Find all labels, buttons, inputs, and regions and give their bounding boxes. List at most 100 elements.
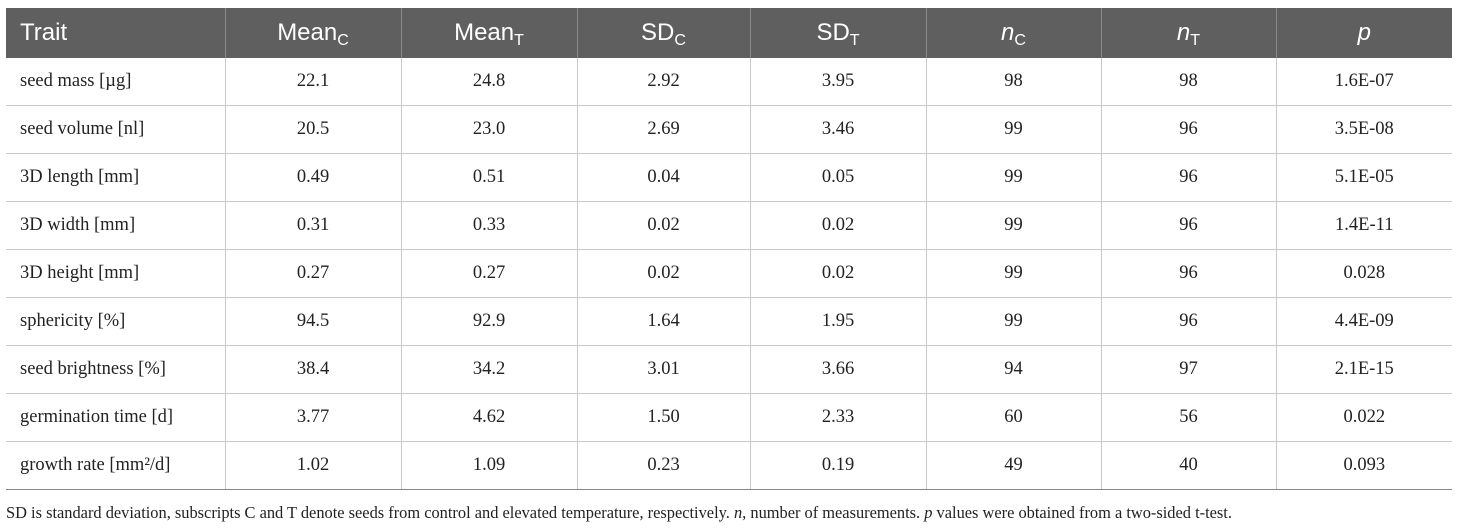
value-cell: 22.1 [225,58,402,106]
column-header: nT [1101,8,1277,58]
table-row: sphericity [%] 94.5 92.9 1.64 1.95 99 96 4.4E-0… [6,297,1452,346]
column-header: MeanT [401,8,578,58]
column-header-subscript: C [674,32,686,49]
trait-name-cell: sphericity [%] [6,297,226,346]
value-cell: 0.31 [225,201,402,250]
value-cell: 3.5E-08 [1276,105,1452,154]
value-cell: 1.95 [750,297,927,346]
value-cell: 56 [1101,393,1277,442]
value-cell: 0.02 [577,201,751,250]
value-cell: 0.022 [1276,393,1452,442]
value-cell: 97 [1101,345,1277,394]
value-cell: 99 [926,249,1102,298]
trait-name-cell: 3D height [mm] [6,249,226,298]
footnote-text-1: SD is standard deviation, subscripts C a… [6,503,734,522]
value-cell: 96 [1101,249,1277,298]
column-header: p [1276,8,1452,58]
value-cell: 96 [1101,201,1277,250]
value-cell: 2.33 [750,393,927,442]
table-footnote: SD is standard deviation, subscripts C a… [6,503,1458,523]
table-row: seed brightness [%] 38.4 34.2 3.01 3.66 94 97 2… [6,345,1452,394]
trait-name-cell: growth rate [mm²/d] [6,441,226,490]
table-row: germination time [d] 3.77 4.62 1.50 2.33 60 56… [6,393,1452,442]
value-cell: 4.4E-09 [1276,297,1452,346]
value-cell: 2.1E-15 [1276,345,1452,394]
column-header: MeanC [225,8,402,58]
footnote-text-2: , number of measurements. [742,503,925,522]
column-header-label: n [1176,19,1191,46]
table-row: seed volume [nl] 20.5 23.0 2.69 3.46 99 96 3.5E… [6,105,1452,154]
column-header: nC [926,8,1102,58]
footnote-p-symbol: p [924,503,933,522]
value-cell: 38.4 [225,345,402,394]
value-cell: 0.51 [401,153,578,202]
value-cell: 99 [926,153,1102,202]
table-row: 3D width [mm] 0.31 0.33 0.02 0.02 99 96 1.4E-11 [6,201,1452,250]
footnote-text-3: values were obtained from a two-sided t-… [932,503,1232,522]
table-row: 3D height [mm] 0.27 0.27 0.02 0.02 99 96 0.028 [6,249,1452,298]
column-header-label: Trait [20,19,68,46]
value-cell: 60 [926,393,1102,442]
value-cell: 34.2 [401,345,578,394]
value-cell: 2.92 [577,58,751,106]
table-row: seed mass [µg] 22.1 24.8 2.92 3.95 98 98 1.6E-0… [6,58,1452,106]
value-cell: 0.093 [1276,441,1452,490]
table-body: seed mass [µg] 22.1 24.8 2.92 3.95 98 98 1.6E-0… [6,58,1452,490]
value-cell: 2.69 [577,105,751,154]
value-cell: 3.95 [750,58,927,106]
value-cell: 1.02 [225,441,402,490]
value-cell: 0.23 [577,441,751,490]
value-cell: 3.66 [750,345,927,394]
data-table-container: Trait MeanC MeanT SDC SDT nC nT p seed mass [µg… [6,8,1452,490]
value-cell: 0.19 [750,441,927,490]
value-cell: 0.33 [401,201,578,250]
value-cell: 40 [1101,441,1277,490]
value-cell: 0.02 [750,249,927,298]
column-header-subscript: C [1014,32,1026,49]
value-cell: 0.04 [577,153,751,202]
column-header-subscript: C [337,32,349,49]
header-row: Trait MeanC MeanT SDC SDT nC nT p [6,8,1452,58]
column-header-subscript: T [849,32,860,49]
value-cell: 5.1E-05 [1276,153,1452,202]
column-header: SDC [577,8,751,58]
table-row: 3D length [mm] 0.49 0.51 0.04 0.05 99 96 5.1E-0… [6,153,1452,202]
column-header: SDT [750,8,927,58]
value-cell: 96 [1101,105,1277,154]
table-row: growth rate [mm²/d] 1.02 1.09 0.23 0.19 49 40 0… [6,441,1452,490]
trait-name-cell: seed volume [nl] [6,105,226,154]
value-cell: 98 [926,58,1102,106]
value-cell: 3.77 [225,393,402,442]
column-header-label: p [1357,19,1371,46]
footnote-n-symbol: n [733,503,743,522]
value-cell: 99 [926,105,1102,154]
value-cell: 3.01 [577,345,751,394]
value-cell: 23.0 [401,105,578,154]
value-cell: 99 [926,201,1102,250]
value-cell: 0.27 [225,249,402,298]
value-cell: 92.9 [401,297,578,346]
value-cell: 0.028 [1276,249,1452,298]
seed-traits-table: Trait MeanC MeanT SDC SDT nC nT p seed mass [µg… [6,8,1452,490]
value-cell: 94 [926,345,1102,394]
column-header-subscript: T [1190,32,1201,49]
trait-name-cell: seed mass [µg] [6,58,226,106]
value-cell: 0.49 [225,153,402,202]
value-cell: 99 [926,297,1102,346]
value-cell: 1.50 [577,393,751,442]
trait-name-cell: germination time [d] [6,393,226,442]
value-cell: 24.8 [401,58,578,106]
trait-name-cell: seed brightness [%] [6,345,226,394]
value-cell: 0.02 [750,201,927,250]
column-header-label: n [1001,19,1015,46]
value-cell: 20.5 [225,105,402,154]
value-cell: 49 [926,441,1102,490]
value-cell: 94.5 [225,297,402,346]
column-header: Trait [6,8,226,58]
trait-name-cell: 3D width [mm] [6,201,226,250]
value-cell: 0.27 [401,249,578,298]
column-header-subscript: T [514,32,524,49]
value-cell: 1.6E-07 [1276,58,1452,106]
value-cell: 1.64 [577,297,751,346]
value-cell: 3.46 [750,105,927,154]
